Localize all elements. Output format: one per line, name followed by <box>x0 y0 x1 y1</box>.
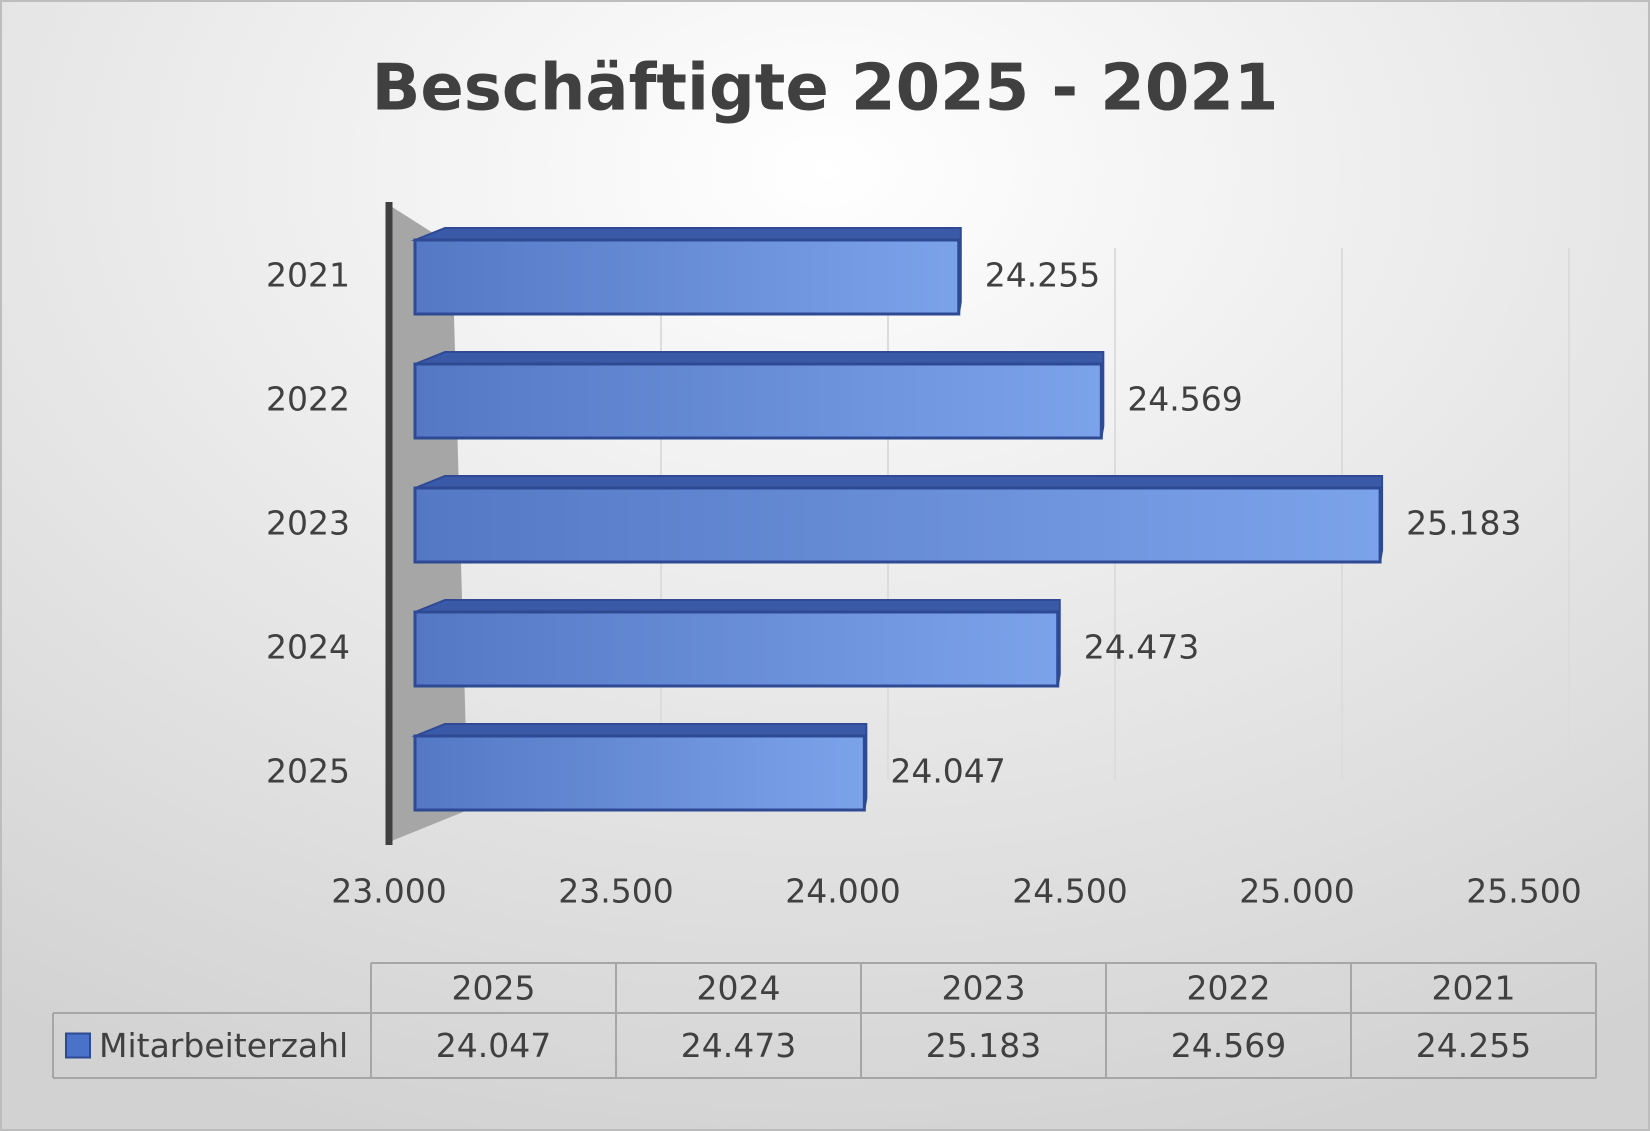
table-value: 24.255 <box>1416 1026 1531 1065</box>
y-tick-label: 2025 <box>266 752 350 791</box>
data-label: 24.255 <box>985 256 1100 295</box>
table-header: 2025 <box>452 969 536 1008</box>
bar <box>413 610 1060 688</box>
data-label: 24.569 <box>1127 380 1242 419</box>
data-label: 24.473 <box>1084 628 1199 667</box>
y-tick-label: 2024 <box>266 628 350 667</box>
bar <box>413 238 961 316</box>
legend-swatch <box>65 1032 91 1059</box>
y-tick-label: 2023 <box>266 504 350 543</box>
data-label: 25.183 <box>1406 504 1521 543</box>
table-header: 2021 <box>1432 969 1516 1008</box>
y-tick-label: 2022 <box>266 380 350 419</box>
table-value: 25.183 <box>926 1026 1041 1065</box>
bar <box>413 362 1103 440</box>
x-tick-label: 24.500 <box>1012 872 1127 911</box>
table-header: 2022 <box>1187 969 1271 1008</box>
table-header: 2024 <box>697 969 781 1008</box>
data-label: 24.047 <box>890 752 1005 791</box>
table-value: 24.569 <box>1171 1026 1286 1065</box>
x-tick-label: 23.000 <box>331 872 446 911</box>
y-tick-label: 2021 <box>266 256 350 295</box>
x-tick-label: 25.000 <box>1239 872 1354 911</box>
data-table: 2025 2024 2023 2022 2021 Mitarbeiterzahl 24.04… <box>52 962 1597 1079</box>
table-header: 2023 <box>942 969 1026 1008</box>
table-value: 24.473 <box>681 1026 796 1065</box>
plot: 23.000 23.500 24.000 24.500 25.000 25.500 2025… <box>266 227 1582 911</box>
x-tick-label: 24.000 <box>785 872 900 911</box>
table-value: 24.047 <box>436 1026 551 1065</box>
x-tick-label: 23.500 <box>558 872 673 911</box>
bar <box>413 734 866 812</box>
legend-label: Mitarbeiterzahl <box>99 1026 348 1065</box>
chart-title: Beschäftigte 2025 - 2021 <box>372 52 1279 126</box>
bar <box>413 486 1382 564</box>
x-tick-label: 25.500 <box>1466 872 1581 911</box>
